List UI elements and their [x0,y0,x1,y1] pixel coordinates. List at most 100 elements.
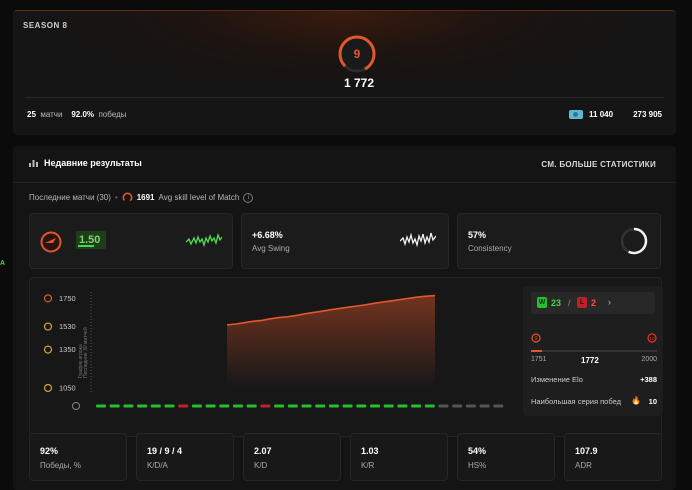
legend-info-icon[interactable] [72,402,80,410]
match-result-marker[interactable] [383,404,394,408]
stat-label: K/R [361,461,375,470]
match-result-marker[interactable] [178,404,189,408]
season-title: SEASON 8 [23,21,68,30]
match-result-marker[interactable] [150,404,161,408]
y-tick-label: 1350 [59,345,76,354]
consistency-label: Consistency [468,244,512,253]
cash-icon [569,110,584,119]
divider [25,97,664,98]
recent-results-card: Недавние результаты СМ. БОЛЬШЕ СТАТИСТИК… [13,146,676,490]
divider [13,182,676,183]
match-result-marker[interactable] [191,404,202,408]
losses-count: 2 [591,298,597,308]
stat-label: ADR [575,461,592,470]
match-result-marker[interactable] [246,404,257,408]
match-result-marker[interactable] [123,404,134,408]
level-9-icon: 9 [531,333,541,343]
match-result-marker[interactable] [219,404,230,408]
recent-results-title: Недавние результаты [44,158,142,168]
avg-skill-label: Avg skill level of Match [158,193,240,202]
stat-label: Победы, % [40,461,81,470]
elo-chart: 1750 1530 1350 1050 График игрока Последние… [43,292,504,410]
match-result-marker[interactable] [109,404,120,408]
skill-level-icon [122,192,133,203]
match-result-marker[interactable] [137,404,148,408]
elo-side-panel: W 23 / L 2 › 9 10 1751 1772 2000 Изменен… [523,286,663,416]
level-number: 9 [354,47,361,61]
match-result-marker[interactable] [479,404,490,408]
season-currency: 11 040 273 905 [569,110,662,119]
elo-change-label: Изменение Elo [531,375,583,384]
stat-value: 92% [40,446,59,456]
match-result-marker[interactable] [205,404,216,408]
match-result-marker[interactable] [328,404,339,408]
y-tick-level-icon [43,322,53,331]
elo-value: 1 772 [343,76,375,90]
match-result-marker[interactable] [233,404,243,408]
streak-value: 10 [648,397,657,406]
info-icon[interactable]: i [243,192,254,203]
match-result-marker[interactable] [370,404,380,408]
y-tick-label: 1750 [59,294,76,303]
stat-label: HS% [468,461,487,470]
elo-line [226,294,436,326]
cash-value: 11 040 [589,110,614,119]
elo-chart-card: 1750 1530 1350 1050 График игрока Последние… [29,277,663,437]
match-result-marker[interactable] [164,404,175,408]
rating-value: 1.50 [79,234,101,246]
match-result-marker[interactable] [356,404,367,408]
win-badge: W [537,297,547,308]
match-result-marker[interactable] [452,404,463,408]
stat-value: 2.07 [254,446,272,456]
match-result-marker[interactable] [96,404,106,408]
stat-label: K/D/A [147,461,168,470]
stat-kda: 19 / 9 / 4 K/D/A [136,433,234,481]
bar-chart-icon [29,160,38,167]
match-result-marker[interactable] [260,404,271,408]
elo-progress-track [531,350,657,352]
level-left-text: 9 [535,336,538,342]
match-result-marker[interactable] [342,404,353,408]
y-tick-level-icon [43,294,53,303]
rating-sparkline [186,233,222,248]
match-result-marker[interactable] [424,404,435,408]
see-more-stats-link[interactable]: СМ. БОЛЬШЕ СТАТИСТИКИ [541,160,656,169]
elo-min: 1751 [531,356,547,363]
elo-change-value: +388 [640,375,657,384]
match-result-marker[interactable] [287,404,298,408]
stat-adr: 107.9 ADR [564,433,662,481]
match-result-marker[interactable] [315,404,326,408]
matches-count: 25 [27,110,36,119]
rating-card: 1.50 [29,213,233,269]
match-result-marker[interactable] [493,404,504,408]
rating-value-box: 1.50 [76,231,106,249]
chart-axis-label-1: График игрока [78,344,84,378]
y-tick-label: 1050 [59,384,76,393]
elo-area [227,295,435,388]
avg-skill-value: 1691 [136,193,155,202]
consistency-ring-icon [620,227,648,255]
stat-kd: 2.07 K/D [243,433,341,481]
consistency-value: 57% [468,230,487,240]
chevron-right-icon[interactable]: › [608,297,611,307]
rating-badge-icon [40,231,62,253]
stat-kr: 1.03 K/R [350,433,448,481]
swing-sparkline [400,232,436,248]
match-result-marker[interactable] [438,404,449,408]
wl-slash: / [568,298,571,308]
match-result-marker[interactable] [397,404,408,408]
match-result-marker[interactable] [411,404,422,408]
wins-pct: 92.0% [71,110,95,119]
stat-value: 54% [468,446,487,456]
match-result-marker[interactable] [301,404,312,408]
recent-results-header: Недавние результаты [29,158,142,168]
y-tick-label: 1530 [59,322,76,331]
avg-swing-card: +6.68% Avg Swing [241,213,449,269]
season-summary: 25 матчи 92.0% победы [27,110,126,119]
win-loss-box[interactable]: W 23 / L 2 › [531,292,655,314]
match-result-marker[interactable] [465,404,476,408]
elo-current: 1772 [581,356,599,365]
stat-value: 107.9 [575,446,598,456]
match-result-marker[interactable] [274,404,285,408]
streak-label: Наибольшая серия побед [531,397,621,406]
